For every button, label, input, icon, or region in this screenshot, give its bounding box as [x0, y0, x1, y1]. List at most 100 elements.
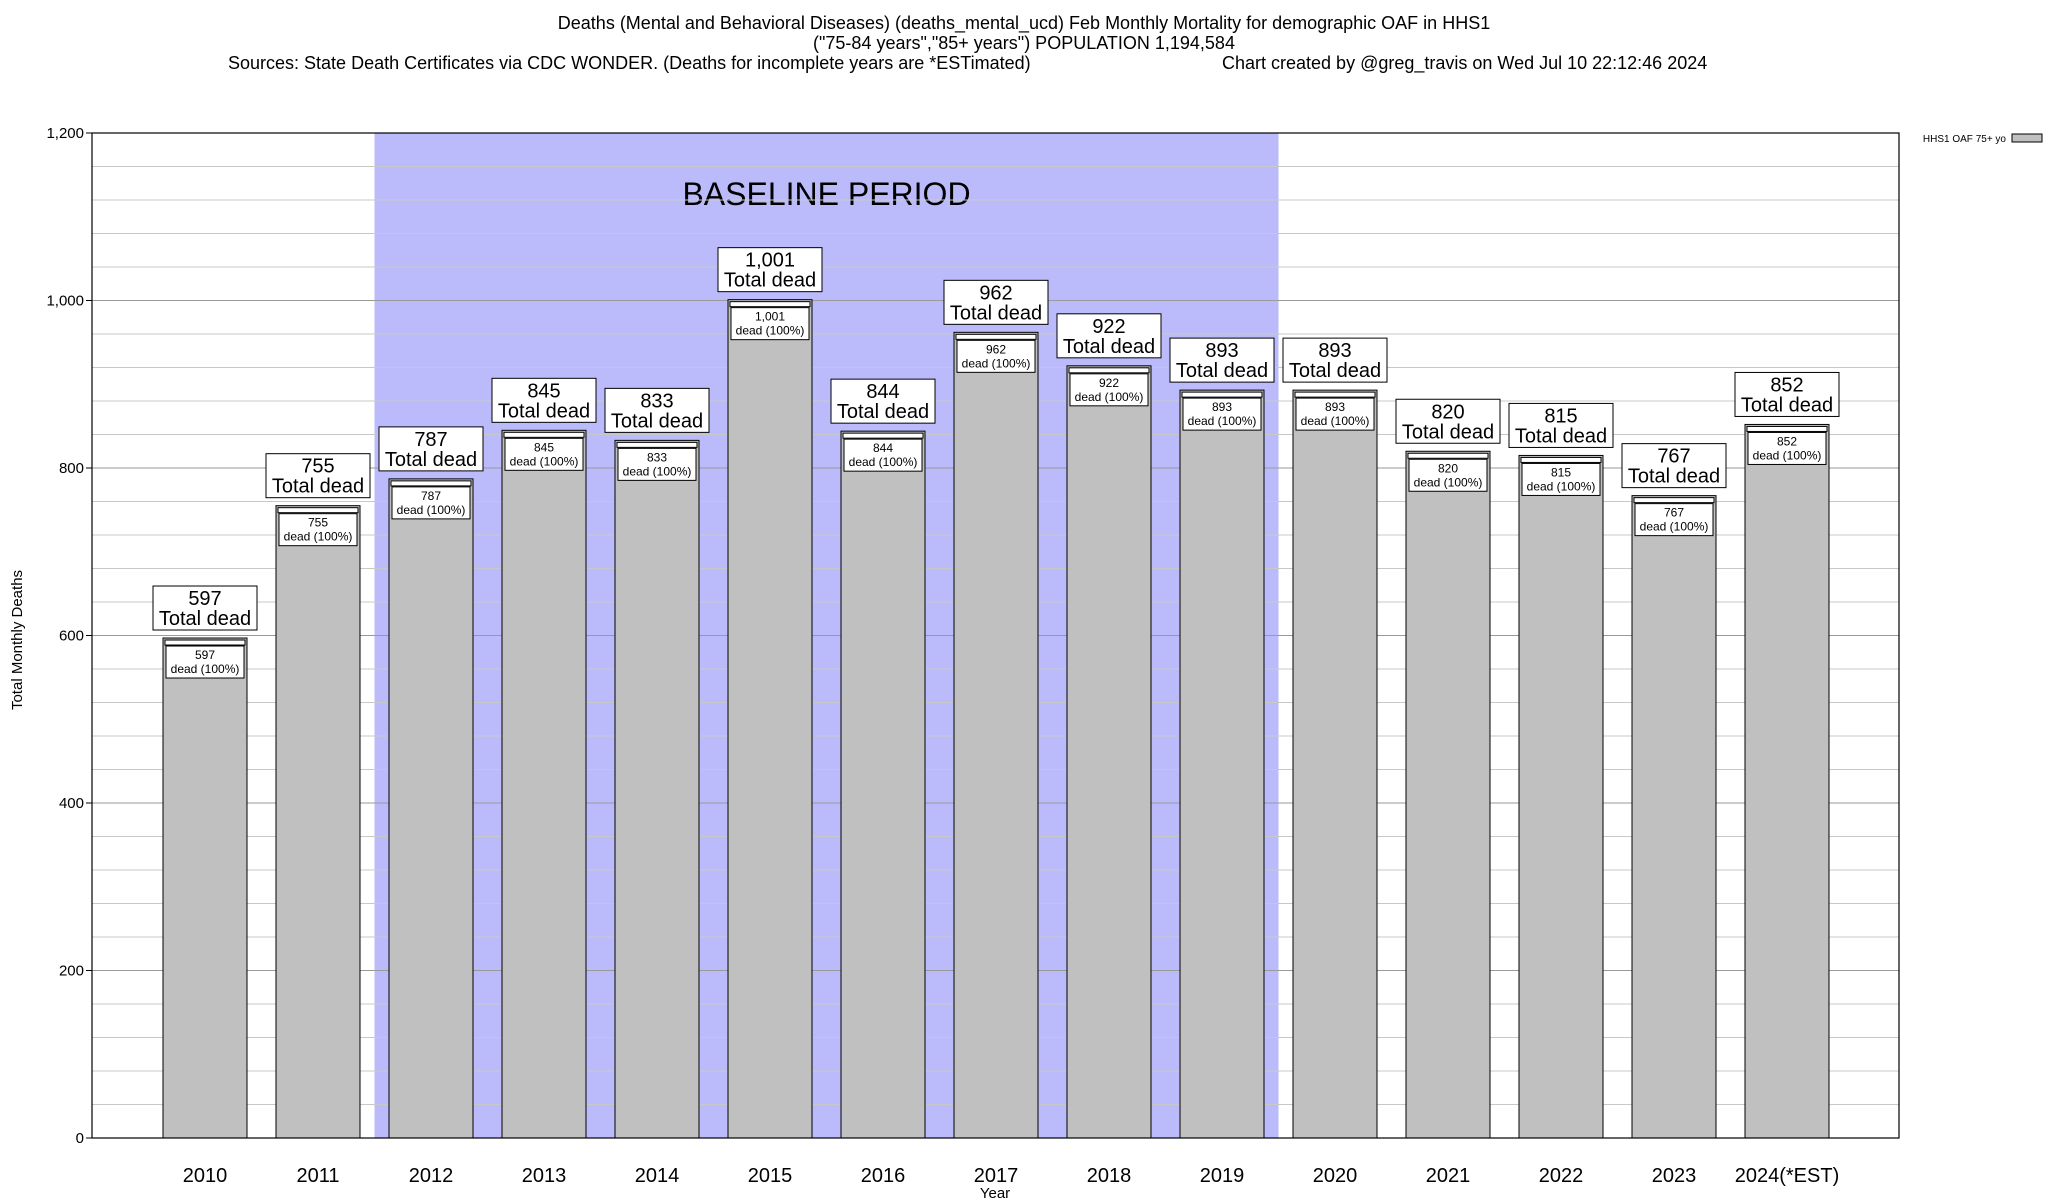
inner-label-box: [391, 486, 471, 520]
total-label-value: 845: [527, 380, 560, 402]
x-tick-label: 2020: [1313, 1165, 1358, 1187]
x-tick-label: 2023: [1652, 1165, 1697, 1187]
y-tick-label: 800: [59, 460, 84, 477]
x-tick-label: 2016: [861, 1165, 906, 1187]
inner-label-pct: dead (100%): [1301, 414, 1370, 428]
inner-label-value: 852: [1777, 434, 1797, 448]
bar-cap-2012: [390, 480, 472, 487]
total-label-box: [1169, 337, 1275, 383]
total-label-value: 852: [1770, 374, 1803, 396]
bar-cap-2010: [164, 639, 246, 646]
x-tick-label: 2010: [183, 1165, 228, 1187]
bar-cap-2016: [842, 432, 924, 439]
inner-label-box: [1408, 458, 1488, 492]
bar-cap-2017: [955, 333, 1037, 340]
total-label-box: [1734, 371, 1840, 417]
chart-sources: Sources: State Death Certificates via CD…: [228, 53, 1031, 73]
inner-label-value: 820: [1438, 461, 1458, 475]
total-label-text: Total dead: [1741, 394, 1833, 416]
total-label-text: Total dead: [498, 400, 590, 422]
bar-2012: [388, 478, 474, 1139]
legend-swatch: [2011, 133, 2043, 143]
bar-2010: [162, 637, 248, 1139]
chart-title: Deaths (Mental and Behavioral Diseases) …: [557, 13, 1491, 33]
x-axis-title: Year: [980, 1185, 1010, 1200]
total-label-value: 820: [1431, 401, 1464, 423]
x-tick-label: 2019: [1200, 1165, 1245, 1187]
inner-label-pct: dead (100%): [849, 455, 918, 469]
inner-label-pct: dead (100%): [1640, 520, 1709, 534]
chart-subtitle: ("75-84 years","85+ years") POPULATION 1…: [813, 33, 1235, 53]
bar-cap-2024(*EST): [1746, 425, 1828, 432]
inner-label-box: [278, 513, 358, 547]
inner-label-pct: dead (100%): [1753, 448, 1822, 462]
total-label-box: [378, 426, 484, 472]
inner-label-value: 597: [195, 648, 215, 662]
inner-label-box: [1747, 431, 1827, 465]
bar-2022: [1518, 454, 1604, 1139]
inner-label-pct: dead (100%): [962, 356, 1031, 370]
inner-label-box: [843, 438, 923, 472]
inner-label-pct: dead (100%): [623, 464, 692, 478]
bar-2016: [840, 430, 926, 1139]
total-label-box: [1282, 337, 1388, 383]
inner-label-pct: dead (100%): [171, 662, 240, 676]
total-label-value: 833: [640, 390, 673, 412]
x-tick-label: 2014: [635, 1165, 680, 1187]
bar-cap-2023: [1633, 497, 1715, 504]
inner-label-value: 755: [308, 516, 328, 530]
total-label-box: [943, 279, 1049, 325]
total-label-text: Total dead: [1289, 360, 1381, 382]
total-label-text: Total dead: [1176, 360, 1268, 382]
x-tick-label: 2013: [522, 1165, 567, 1187]
inner-label-value: 893: [1212, 400, 1232, 414]
inner-label-box: [1295, 397, 1375, 431]
total-label-value: 893: [1205, 340, 1238, 362]
inner-label-box: [956, 339, 1036, 373]
inner-label-box: [165, 645, 245, 679]
x-tick-label: 2017: [974, 1165, 1019, 1187]
bar-2024(*EST): [1744, 423, 1830, 1139]
chart-credit: Chart created by @greg_travis on Wed Jul…: [1222, 53, 1708, 73]
x-tick-label: 2022: [1539, 1165, 1584, 1187]
y-tick-label: 600: [59, 628, 84, 645]
total-label-text: Total dead: [1628, 466, 1720, 488]
x-tick-label: 2012: [409, 1165, 454, 1187]
x-tick-label: 2011: [296, 1165, 339, 1187]
bar-2023: [1631, 495, 1717, 1139]
bar-cap-2018: [1068, 367, 1150, 374]
bar-cap-2020: [1294, 391, 1376, 398]
total-label-text: Total dead: [159, 608, 251, 630]
inner-label-box: [1521, 462, 1601, 496]
total-label-value: 815: [1544, 405, 1577, 427]
inner-label-box: [504, 437, 584, 471]
bar-2011: [275, 505, 361, 1139]
total-label-value: 787: [414, 429, 447, 451]
bar-cap-2011: [277, 507, 359, 514]
inner-label-value: 833: [647, 450, 667, 464]
total-label-value: 1,001: [745, 250, 795, 272]
total-label-value: 962: [979, 282, 1012, 304]
inner-label-box: [1182, 397, 1262, 431]
total-label-box: [1508, 402, 1614, 448]
y-tick-label: 1,200: [46, 125, 84, 142]
total-label-text: Total dead: [611, 410, 703, 432]
total-label-box: [1056, 313, 1162, 359]
total-label-value: 893: [1318, 340, 1351, 362]
bar-2014: [614, 439, 700, 1139]
y-tick-label: 1,000: [46, 293, 84, 310]
inner-label-value: 787: [421, 489, 441, 503]
total-label-text: Total dead: [385, 449, 477, 471]
total-label-box: [604, 387, 710, 433]
inner-label-value: 893: [1325, 400, 1345, 414]
x-tick-label: 2024(*EST): [1735, 1165, 1840, 1187]
inner-label-pct: dead (100%): [1075, 390, 1144, 404]
bar-cap-2014: [616, 441, 698, 448]
bar-2017: [953, 331, 1039, 1139]
total-label-value: 755: [301, 456, 334, 478]
total-label-box: [717, 247, 823, 293]
inner-label-pct: dead (100%): [1414, 475, 1483, 489]
total-label-text: Total dead: [724, 270, 816, 292]
total-label-box: [265, 453, 371, 499]
